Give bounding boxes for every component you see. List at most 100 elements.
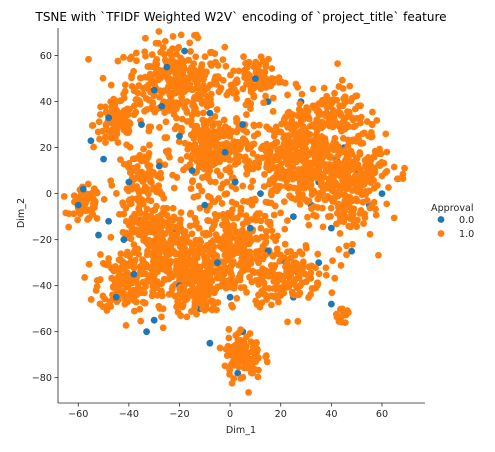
point-approval-1	[143, 170, 151, 178]
point-approval-1	[256, 270, 264, 278]
point-approval-1	[96, 135, 103, 143]
point-approval-1	[223, 190, 231, 198]
point-approval-0	[181, 47, 188, 55]
point-approval-1	[332, 310, 340, 318]
point-approval-1	[215, 147, 223, 155]
point-approval-1	[192, 236, 200, 244]
point-approval-1	[314, 106, 322, 114]
point-approval-1	[290, 151, 298, 159]
point-approval-1	[236, 340, 243, 348]
point-approval-1	[254, 373, 262, 381]
point-approval-1	[339, 126, 347, 134]
point-approval-1	[139, 90, 147, 98]
y-tick-label: −20	[32, 235, 52, 246]
point-approval-1	[240, 358, 248, 366]
point-approval-1	[117, 277, 125, 285]
point-approval-1	[77, 191, 85, 198]
point-approval-0	[234, 369, 242, 377]
point-approval-1	[360, 181, 367, 189]
point-approval-1	[228, 142, 235, 149]
point-approval-1	[247, 100, 255, 107]
point-approval-1	[186, 222, 194, 230]
point-approval-1	[365, 132, 372, 140]
point-approval-1	[141, 270, 149, 278]
point-approval-1	[275, 184, 282, 192]
point-approval-1	[101, 295, 109, 303]
point-approval-1	[125, 278, 133, 286]
point-approval-1	[222, 222, 230, 230]
point-approval-1	[153, 225, 161, 233]
point-approval-1	[237, 326, 245, 334]
point-approval-1	[240, 53, 247, 61]
point-approval-1	[322, 271, 330, 279]
point-approval-1	[116, 269, 123, 277]
point-approval-1	[241, 137, 249, 144]
point-approval-1	[114, 139, 122, 146]
point-approval-1	[142, 34, 149, 42]
point-approval-1	[225, 326, 233, 333]
point-approval-1	[394, 175, 401, 183]
point-approval-1	[291, 251, 299, 259]
point-approval-1	[349, 208, 357, 216]
point-approval-1	[257, 217, 265, 225]
point-approval-1	[194, 295, 202, 303]
point-approval-1	[268, 227, 276, 235]
point-approval-1	[151, 63, 159, 71]
point-approval-1	[203, 305, 210, 313]
point-approval-1	[281, 240, 289, 248]
point-approval-1	[189, 177, 197, 184]
point-approval-1	[331, 89, 338, 97]
point-approval-1	[334, 152, 342, 160]
point-approval-1	[131, 85, 139, 93]
point-approval-1	[270, 264, 278, 271]
point-approval-1	[189, 98, 197, 106]
point-approval-1	[120, 53, 127, 61]
point-approval-1	[105, 255, 113, 262]
point-approval-0	[252, 75, 259, 83]
point-approval-1	[292, 122, 300, 130]
point-approval-1	[324, 146, 332, 154]
point-approval-1	[172, 89, 180, 97]
point-approval-1	[322, 99, 330, 107]
point-approval-1	[225, 88, 232, 96]
point-approval-1	[142, 52, 149, 60]
point-approval-1	[317, 178, 325, 186]
point-approval-1	[231, 351, 239, 359]
point-approval-1	[122, 124, 130, 131]
point-approval-1	[161, 134, 169, 142]
point-approval-1	[312, 170, 319, 178]
point-approval-1	[189, 145, 197, 152]
point-approval-1	[199, 98, 207, 105]
point-approval-1	[305, 197, 313, 205]
legend: Approval 0.0 1.0	[431, 203, 474, 240]
point-approval-1	[178, 93, 186, 101]
point-approval-1	[115, 285, 123, 293]
point-approval-1	[290, 172, 298, 180]
point-approval-1	[174, 59, 182, 67]
point-approval-1	[216, 86, 224, 94]
point-approval-1	[363, 197, 371, 204]
point-approval-1	[269, 108, 277, 115]
point-approval-1	[328, 289, 336, 297]
point-approval-1	[229, 206, 236, 213]
point-approval-1	[115, 97, 123, 105]
point-approval-1	[288, 263, 296, 271]
point-approval-1	[164, 240, 172, 247]
point-approval-1	[296, 100, 304, 108]
point-approval-1	[123, 185, 131, 193]
point-approval-1	[117, 250, 125, 258]
point-approval-1	[285, 273, 293, 281]
point-approval-1	[323, 93, 331, 101]
point-approval-1	[145, 220, 153, 227]
point-approval-1	[183, 233, 190, 241]
point-approval-1	[362, 191, 370, 198]
point-approval-1	[182, 79, 190, 87]
point-approval-1	[322, 264, 330, 272]
point-approval-1	[200, 109, 207, 117]
point-approval-1	[305, 115, 313, 123]
point-approval-1	[346, 82, 354, 90]
point-approval-1	[157, 212, 164, 220]
point-approval-1	[262, 92, 269, 100]
point-approval-1	[305, 160, 313, 168]
point-approval-1	[190, 135, 198, 142]
